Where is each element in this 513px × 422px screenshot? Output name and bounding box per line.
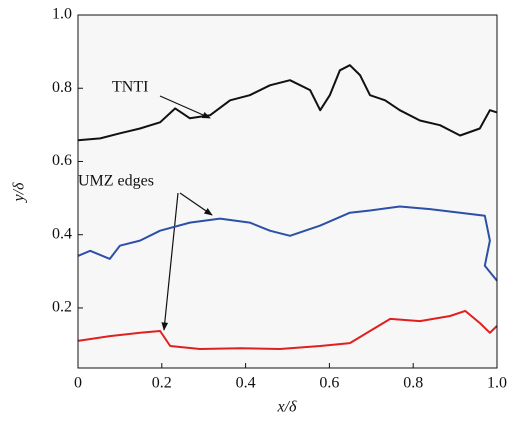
y-tick-label: 0.2 <box>52 299 72 316</box>
plot-frame <box>77 14 498 369</box>
x-tick-label: 0.4 <box>236 375 256 392</box>
line <box>77 205 498 282</box>
arrow <box>159 95 211 119</box>
y-tick-label: 1.0 <box>52 6 72 23</box>
plot-background <box>78 15 497 368</box>
y-axis-label: y/δ <box>11 182 28 204</box>
x-axis-label: x/δ <box>277 399 298 416</box>
y-tick-label: 0.4 <box>52 225 72 242</box>
annotation-arrows <box>159 95 213 331</box>
x-tick-label: 1.0 <box>487 375 507 392</box>
annotation: TNTI <box>112 79 148 96</box>
annotation: UMZ edges <box>78 173 154 190</box>
y-tick-label: 0.6 <box>52 152 72 169</box>
x-tick-label: 0.6 <box>319 375 339 392</box>
arrow <box>179 192 213 216</box>
x-tick-label: 0.8 <box>403 375 423 392</box>
line <box>77 309 498 350</box>
arrow <box>161 192 179 331</box>
line <box>77 64 498 142</box>
x-tick-label: 0 <box>74 375 82 392</box>
y-tick-label: 0.8 <box>52 79 72 96</box>
x-tick-label: 0.2 <box>152 375 172 392</box>
